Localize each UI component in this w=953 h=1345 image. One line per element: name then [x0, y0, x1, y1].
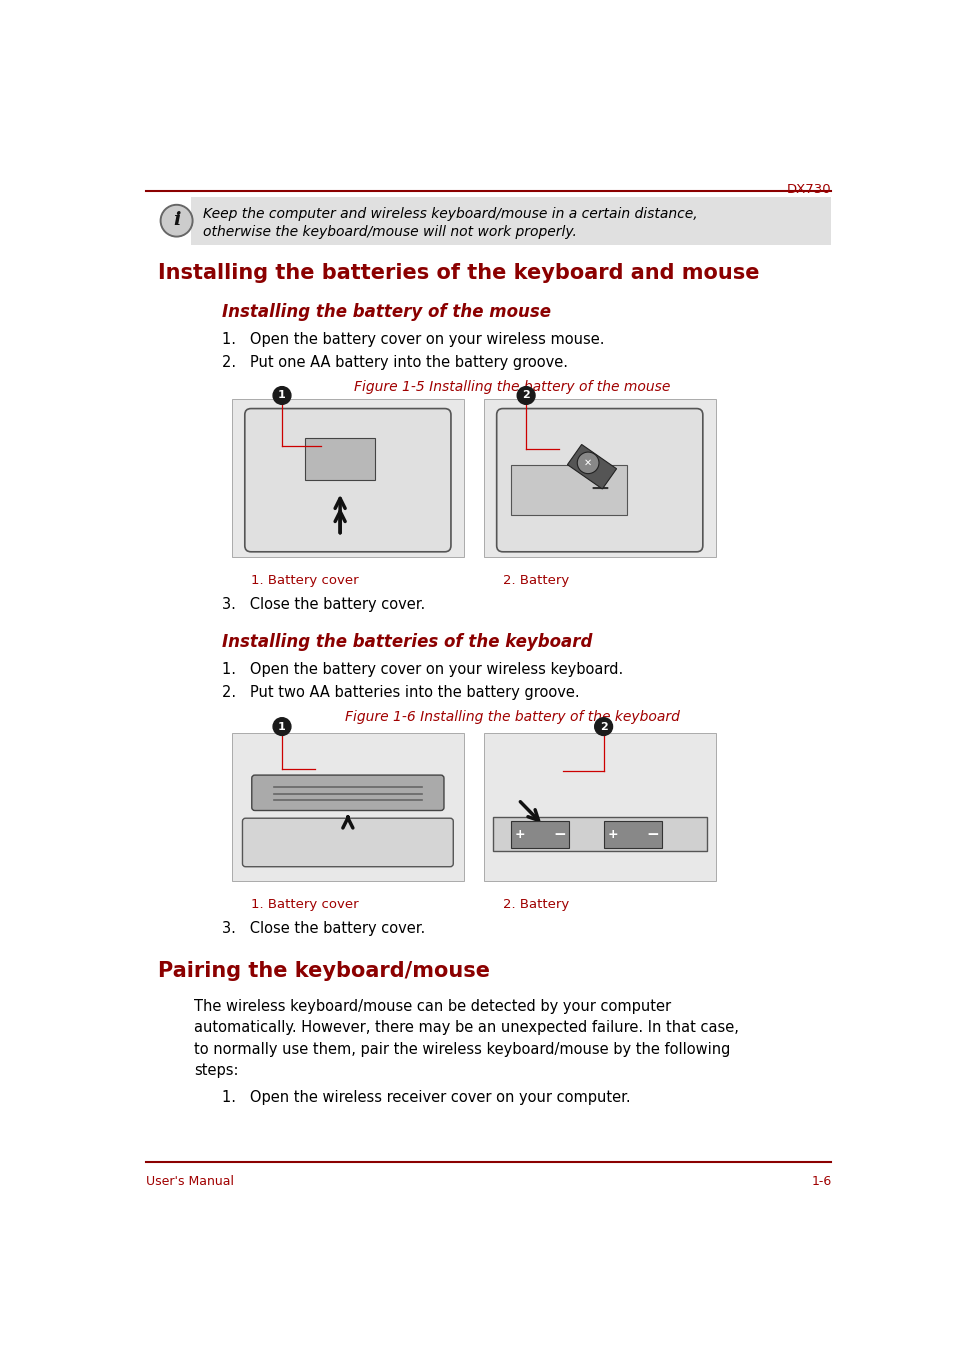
- Text: steps:: steps:: [194, 1063, 238, 1077]
- Text: The wireless keyboard/mouse can be detected by your computer: The wireless keyboard/mouse can be detec…: [194, 999, 671, 1014]
- FancyBboxPatch shape: [510, 465, 626, 515]
- Text: 1.   Open the battery cover on your wireless mouse.: 1. Open the battery cover on your wirele…: [221, 332, 603, 347]
- Text: otherwise the keyboard/mouse will not work properly.: otherwise the keyboard/mouse will not wo…: [203, 226, 577, 239]
- Circle shape: [162, 206, 191, 235]
- Circle shape: [273, 386, 291, 405]
- Text: 2. Battery: 2. Battery: [502, 574, 569, 588]
- Text: automatically. However, there may be an unexpected failure. In that case,: automatically. However, there may be an …: [194, 1021, 739, 1036]
- Text: +: +: [514, 829, 525, 841]
- Text: 3.   Close the battery cover.: 3. Close the battery cover.: [221, 920, 424, 936]
- Circle shape: [517, 386, 535, 405]
- Text: Installing the battery of the mouse: Installing the battery of the mouse: [221, 303, 550, 321]
- Text: 1.   Open the battery cover on your wireless keyboard.: 1. Open the battery cover on your wirele…: [221, 662, 622, 677]
- Text: −: −: [589, 477, 610, 502]
- Text: 2: 2: [599, 721, 607, 732]
- Text: 3.   Close the battery cover.: 3. Close the battery cover.: [221, 597, 424, 612]
- FancyBboxPatch shape: [603, 822, 661, 849]
- Text: Pairing the keyboard/mouse: Pairing the keyboard/mouse: [158, 960, 490, 981]
- Polygon shape: [305, 438, 375, 480]
- FancyBboxPatch shape: [252, 775, 443, 811]
- FancyBboxPatch shape: [493, 816, 706, 851]
- Text: 2.   Put two AA batteries into the battery groove.: 2. Put two AA batteries into the battery…: [221, 685, 578, 699]
- Circle shape: [577, 452, 598, 473]
- Text: DX730: DX730: [786, 183, 831, 196]
- FancyBboxPatch shape: [232, 399, 464, 557]
- Text: 1: 1: [278, 390, 286, 401]
- Text: 2: 2: [521, 390, 530, 401]
- Text: ✕: ✕: [583, 457, 592, 468]
- Text: to normally use them, pair the wireless keyboard/mouse by the following: to normally use them, pair the wireless …: [194, 1041, 730, 1057]
- Text: Installing the batteries of the keyboard: Installing the batteries of the keyboard: [221, 632, 591, 651]
- Text: −: −: [645, 827, 659, 842]
- Text: 1.   Open the wireless receiver cover on your computer.: 1. Open the wireless receiver cover on y…: [221, 1089, 630, 1106]
- Text: Installing the batteries of the keyboard and mouse: Installing the batteries of the keyboard…: [158, 264, 759, 282]
- Text: 1: 1: [278, 721, 286, 732]
- Polygon shape: [567, 444, 616, 490]
- Text: +: +: [607, 829, 618, 841]
- Text: Figure 1-6 Installing the battery of the keyboard: Figure 1-6 Installing the battery of the…: [344, 710, 679, 724]
- FancyBboxPatch shape: [497, 409, 702, 551]
- Circle shape: [160, 204, 193, 237]
- Circle shape: [594, 718, 612, 736]
- Text: 1-6: 1-6: [810, 1176, 831, 1189]
- Text: −: −: [553, 827, 565, 842]
- FancyBboxPatch shape: [245, 409, 451, 551]
- Text: 2. Battery: 2. Battery: [502, 897, 569, 911]
- Circle shape: [273, 718, 291, 736]
- FancyBboxPatch shape: [192, 196, 831, 245]
- Text: 1. Battery cover: 1. Battery cover: [251, 897, 358, 911]
- FancyBboxPatch shape: [232, 733, 464, 881]
- FancyBboxPatch shape: [483, 399, 716, 557]
- Text: 1. Battery cover: 1. Battery cover: [251, 574, 358, 588]
- Text: 2.   Put one AA battery into the battery groove.: 2. Put one AA battery into the battery g…: [221, 355, 567, 370]
- FancyBboxPatch shape: [510, 822, 568, 849]
- Text: User's Manual: User's Manual: [146, 1176, 234, 1189]
- Text: Figure 1-5 Installing the battery of the mouse: Figure 1-5 Installing the battery of the…: [354, 381, 670, 394]
- Text: Keep the computer and wireless keyboard/mouse in a certain distance,: Keep the computer and wireless keyboard/…: [203, 207, 697, 221]
- Text: i: i: [172, 211, 180, 229]
- FancyBboxPatch shape: [483, 733, 716, 881]
- FancyBboxPatch shape: [242, 818, 453, 866]
